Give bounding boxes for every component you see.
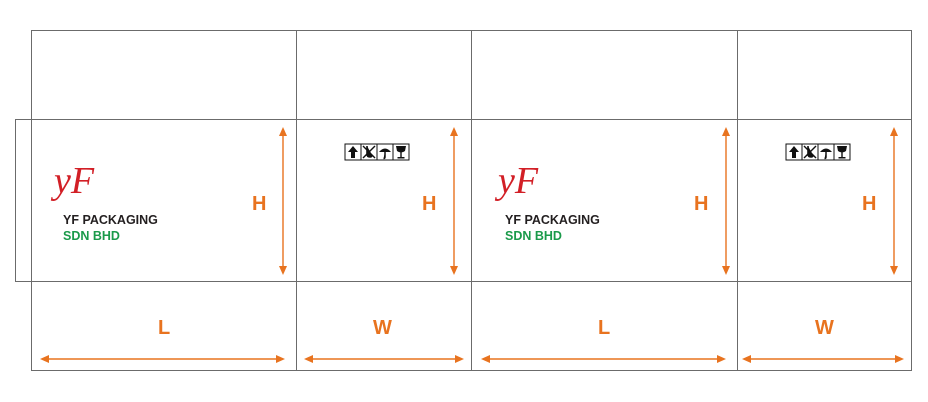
length-dimension-2: L xyxy=(481,317,726,363)
width-dimension-1: W xyxy=(304,317,464,363)
brand-subname: SDN BHD xyxy=(505,229,562,243)
panel-1-brand: yF YF PACKAGING SDN BHD xyxy=(50,160,158,243)
fragile-icon xyxy=(392,143,410,161)
handling-symbols-2 xyxy=(785,143,851,161)
glue-flap xyxy=(15,119,32,282)
length-dimension-1: L xyxy=(40,317,285,363)
keep-dry-icon xyxy=(376,143,394,161)
this-way-up-icon xyxy=(785,143,803,161)
this-way-up-icon xyxy=(344,143,362,161)
length-label: L xyxy=(158,317,170,339)
width-label: W xyxy=(373,317,392,339)
height-dimension-4: H xyxy=(862,127,898,275)
height-label: H xyxy=(252,193,266,215)
keep-dry-icon xyxy=(817,143,835,161)
height-label: H xyxy=(694,193,708,215)
length-label: L xyxy=(598,317,610,339)
width-dimension-2: W xyxy=(742,317,904,363)
do-not-use-hooks-icon xyxy=(801,143,819,161)
fragile-icon xyxy=(833,143,851,161)
width-label: W xyxy=(815,317,834,339)
height-dimension-1: H xyxy=(252,127,287,275)
brand-logo: yF xyxy=(50,160,95,202)
brand-logo: yF xyxy=(494,160,539,202)
brand-name: YF PACKAGING xyxy=(63,213,158,227)
height-dimension-2: H xyxy=(422,127,458,275)
height-dimension-3: H xyxy=(694,127,730,275)
brand-subname: SDN BHD xyxy=(63,229,120,243)
panel-3-brand: yF YF PACKAGING SDN BHD xyxy=(494,160,600,243)
handling-symbols-1 xyxy=(344,143,410,161)
height-label: H xyxy=(862,193,876,215)
brand-name: YF PACKAGING xyxy=(505,213,600,227)
do-not-use-hooks-icon xyxy=(360,143,378,161)
height-label: H xyxy=(422,193,436,215)
dieline-outlines xyxy=(15,30,912,371)
